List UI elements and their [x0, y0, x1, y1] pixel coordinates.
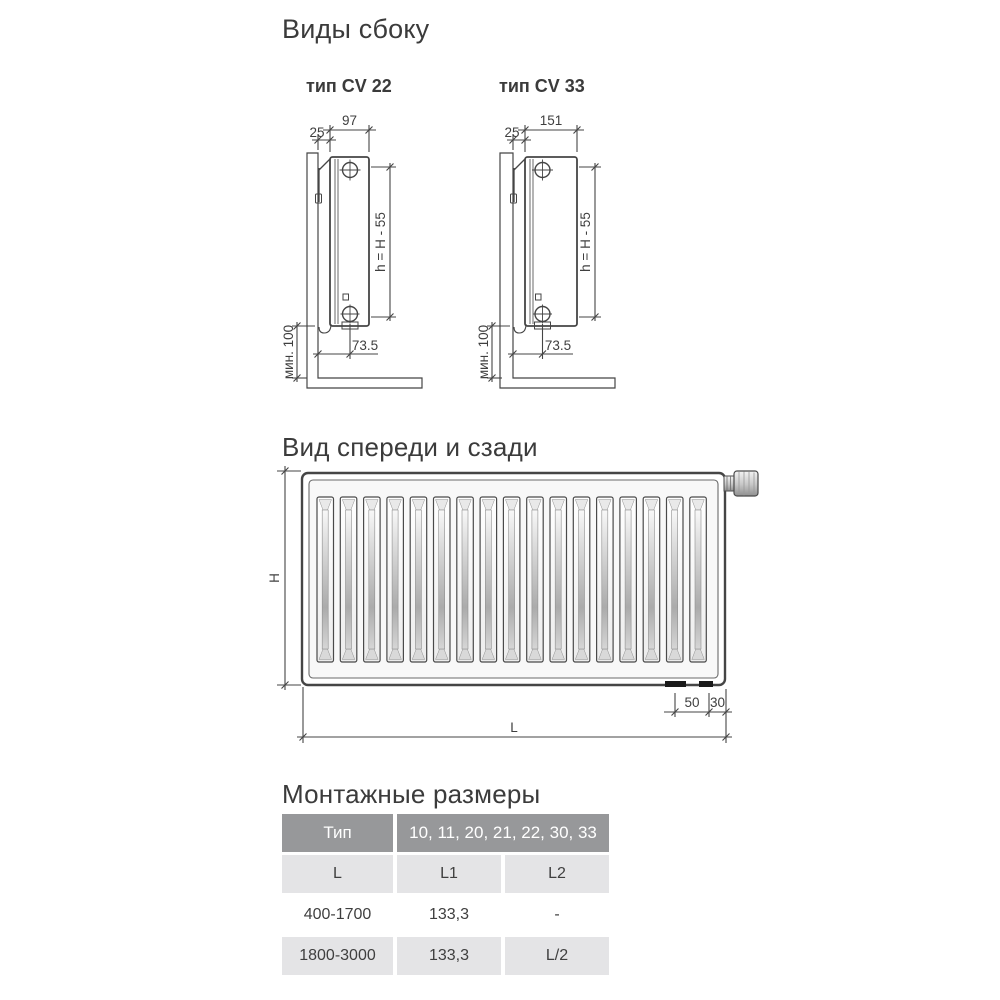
front-view-title: Вид спереди и сзади	[282, 432, 538, 462]
foot-bracket	[699, 681, 713, 687]
front-dim-length	[297, 687, 732, 743]
cv22-plug-icon	[342, 293, 349, 301]
cv22-dim-floor-clearance	[292, 322, 315, 382]
front-dim-bracket-inset-label: 50	[684, 695, 699, 710]
cv22-bracket-icon	[318, 158, 331, 202]
table-subheader-l: L	[282, 855, 393, 893]
table-subheader-l1: L1	[397, 855, 501, 893]
cv22-dim-floor-clearance-label: мин. 100	[281, 325, 296, 379]
cv22-wall-floor	[306, 152, 423, 389]
table-header-types-values: 10, 11, 20, 21, 22, 30, 33	[397, 814, 609, 852]
table-cell: 1800-3000	[282, 937, 393, 975]
table-cell: L/2	[505, 937, 609, 975]
cv33-dim-floor-clearance	[487, 322, 510, 382]
side-views-title: Виды сбоку	[282, 14, 430, 44]
cv33-dim-pipe-offset	[508, 324, 573, 359]
cv22-dim-width-label: 97	[342, 113, 357, 128]
foot-bracket	[665, 681, 686, 687]
cv22-bracket-foot	[315, 193, 322, 204]
cv33-wall-floor	[499, 152, 616, 389]
front-dim-bracket-edge-label: 30	[710, 695, 725, 710]
table-header-type: Тип	[282, 814, 393, 852]
table-cell: 400-1700	[282, 896, 393, 934]
table-subheader-l2: L2	[505, 855, 609, 893]
cv33-dim-wall-gap-label: 25	[504, 125, 519, 140]
cv22-dim-pipe-offset-label: 73.5	[352, 338, 378, 353]
cv33-side-view: 151 25 h = H - 55 мин. 100	[476, 113, 616, 389]
cv22-dim-wall-gap	[312, 134, 336, 150]
front-dim-brackets	[664, 689, 732, 743]
cv33-dim-height-label: h = H - 55	[578, 212, 593, 272]
cv22-panel-hook	[318, 323, 332, 334]
mounting-table-title: Монтажные размеры	[282, 779, 541, 809]
thermostatic-valve-icon	[723, 470, 759, 497]
cv22-dim-width	[323, 125, 376, 152]
cv33-label: тип CV 33	[499, 76, 585, 96]
front-view-drawing: H 50 30 L	[267, 466, 759, 743]
cv33-dim-height	[579, 163, 601, 321]
cv33-dim-width	[518, 125, 584, 152]
cv33-dim-pipe-offset-label: 73.5	[545, 338, 571, 353]
front-dim-height-label: H	[267, 573, 282, 583]
cv33-dim-wall-gap	[507, 134, 531, 150]
cv33-bracket-foot	[510, 193, 517, 204]
cv33-dim-width-label: 151	[540, 113, 563, 128]
front-dim-length-label: L	[510, 720, 518, 735]
cv22-top-valve-icon	[339, 159, 361, 181]
cv22-dim-height-label: h = H - 55	[373, 212, 388, 272]
front-dim-height	[277, 466, 301, 690]
cv22-side-view: 97 25 h = H - 55 мин. 100	[281, 113, 423, 389]
cv33-plug-icon	[535, 293, 542, 301]
cv33-dim-floor-clearance-label: мин. 100	[476, 325, 491, 379]
front-radiator-body	[300, 471, 727, 687]
table-cell: -	[505, 896, 609, 934]
cv33-bottom-valve-icon	[533, 304, 552, 330]
mounting-table: Тип 10, 11, 20, 21, 22, 30, 33 L L1 L2 4…	[282, 814, 609, 975]
cv22-dim-pipe-offset	[313, 324, 378, 359]
front-radiator-fins	[316, 496, 707, 663]
cv22-dim-height	[371, 163, 396, 321]
cv22-radiator-body	[329, 156, 370, 327]
cv33-bracket-icon	[513, 158, 526, 202]
cv33-panel-hook	[513, 323, 527, 334]
table-cell: 133,3	[397, 937, 501, 975]
cv33-top-valve-icon	[532, 159, 553, 181]
side-views-drawing: 97 25 h = H - 55 мин. 100	[281, 113, 616, 389]
table-cell: 133,3	[397, 896, 501, 934]
cv22-label: тип CV 22	[306, 76, 392, 96]
cv22-dim-wall-gap-label: 25	[309, 125, 324, 140]
